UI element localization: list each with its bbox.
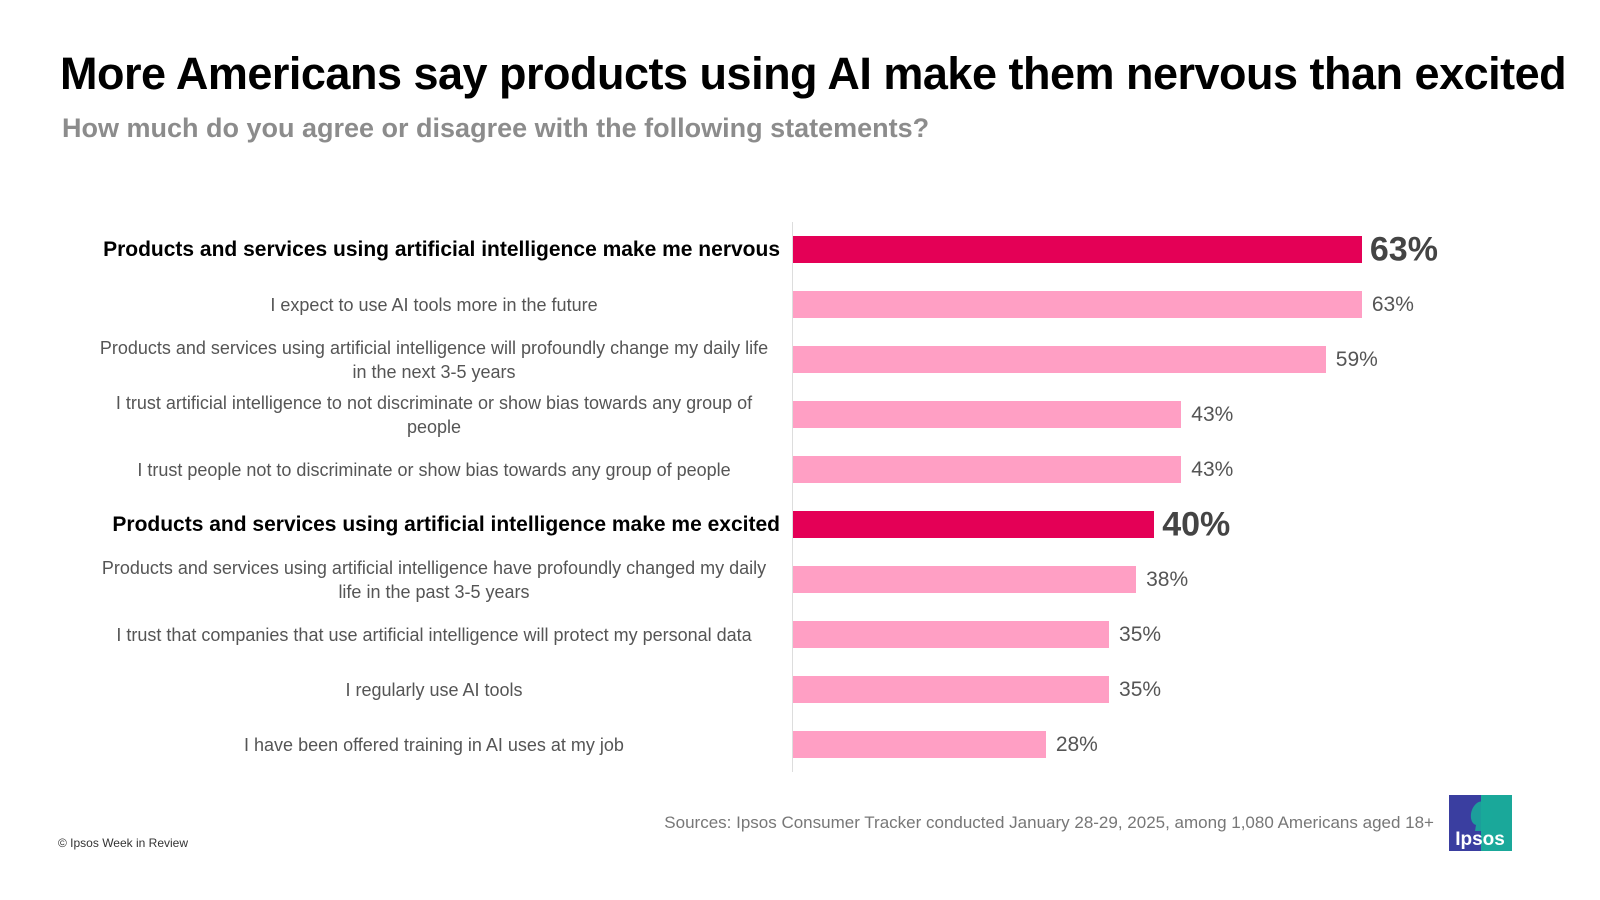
bar [793,676,1110,703]
category-label: Products and services using artificial i… [101,557,767,602]
value-label: 63% [1371,292,1414,316]
value-label: 59% [1335,347,1378,371]
bar-row: Products and services using artificial i… [0,332,1600,387]
bar-row: Products and services using artificial i… [0,497,1600,552]
value-label: 38% [1146,567,1189,591]
bar-row: I regularly use AI tools 35% [0,662,1600,717]
svg-text:Ipsos: Ipsos [1455,829,1505,850]
category-label: I trust people not to discriminate or sh… [137,459,731,480]
chart-title: More Americans say products using AI mak… [60,48,1567,99]
bar-row: I trust artificial intelligence to not d… [0,387,1600,442]
bar [793,236,1362,263]
category-label: Products and services using artificial i… [99,337,769,382]
category-label: I trust that companies that use artifici… [116,624,752,645]
category-label: I regularly use AI tools [345,679,523,700]
category-label: Products and services using artificial i… [103,237,780,261]
category-label: Products and services using artificial i… [112,512,780,536]
bar [793,621,1110,648]
bar [793,511,1155,538]
value-label: 43% [1191,402,1234,426]
bar [793,566,1137,593]
bar [793,291,1362,318]
bar-row: I expect to use AI tools more in the fut… [0,277,1600,332]
copyright: © Ipsos Week in Review [58,836,189,850]
bar-row: I have been offered training in AI uses … [0,717,1600,772]
bar-row: Products and services using artificial i… [0,222,1600,277]
value-label: 28% [1055,732,1098,756]
value-label: 35% [1119,677,1162,701]
bar [793,731,1046,758]
category-label: I have been offered training in AI uses … [244,734,624,755]
bar-row: I trust people not to discriminate or sh… [0,442,1600,497]
value-label: 35% [1119,622,1162,646]
ipsos-logo: Ipsos [1449,795,1512,851]
bar-row: I trust that companies that use artifici… [0,607,1600,662]
value-label: 40% [1162,505,1231,543]
chart-subtitle: How much do you agree or disagree with t… [62,113,930,143]
category-label: I trust artificial intelligence to not d… [115,392,753,437]
bar [793,401,1182,428]
bar [793,456,1182,483]
category-label: I expect to use AI tools more in the fut… [270,294,598,315]
y-axis-line [792,222,793,772]
bar [793,346,1326,373]
source-note: Sources: Ipsos Consumer Tracker conducte… [664,813,1434,832]
bar-row: Products and services using artificial i… [0,552,1600,607]
value-label: 43% [1191,457,1234,481]
value-label: 63% [1369,230,1438,268]
